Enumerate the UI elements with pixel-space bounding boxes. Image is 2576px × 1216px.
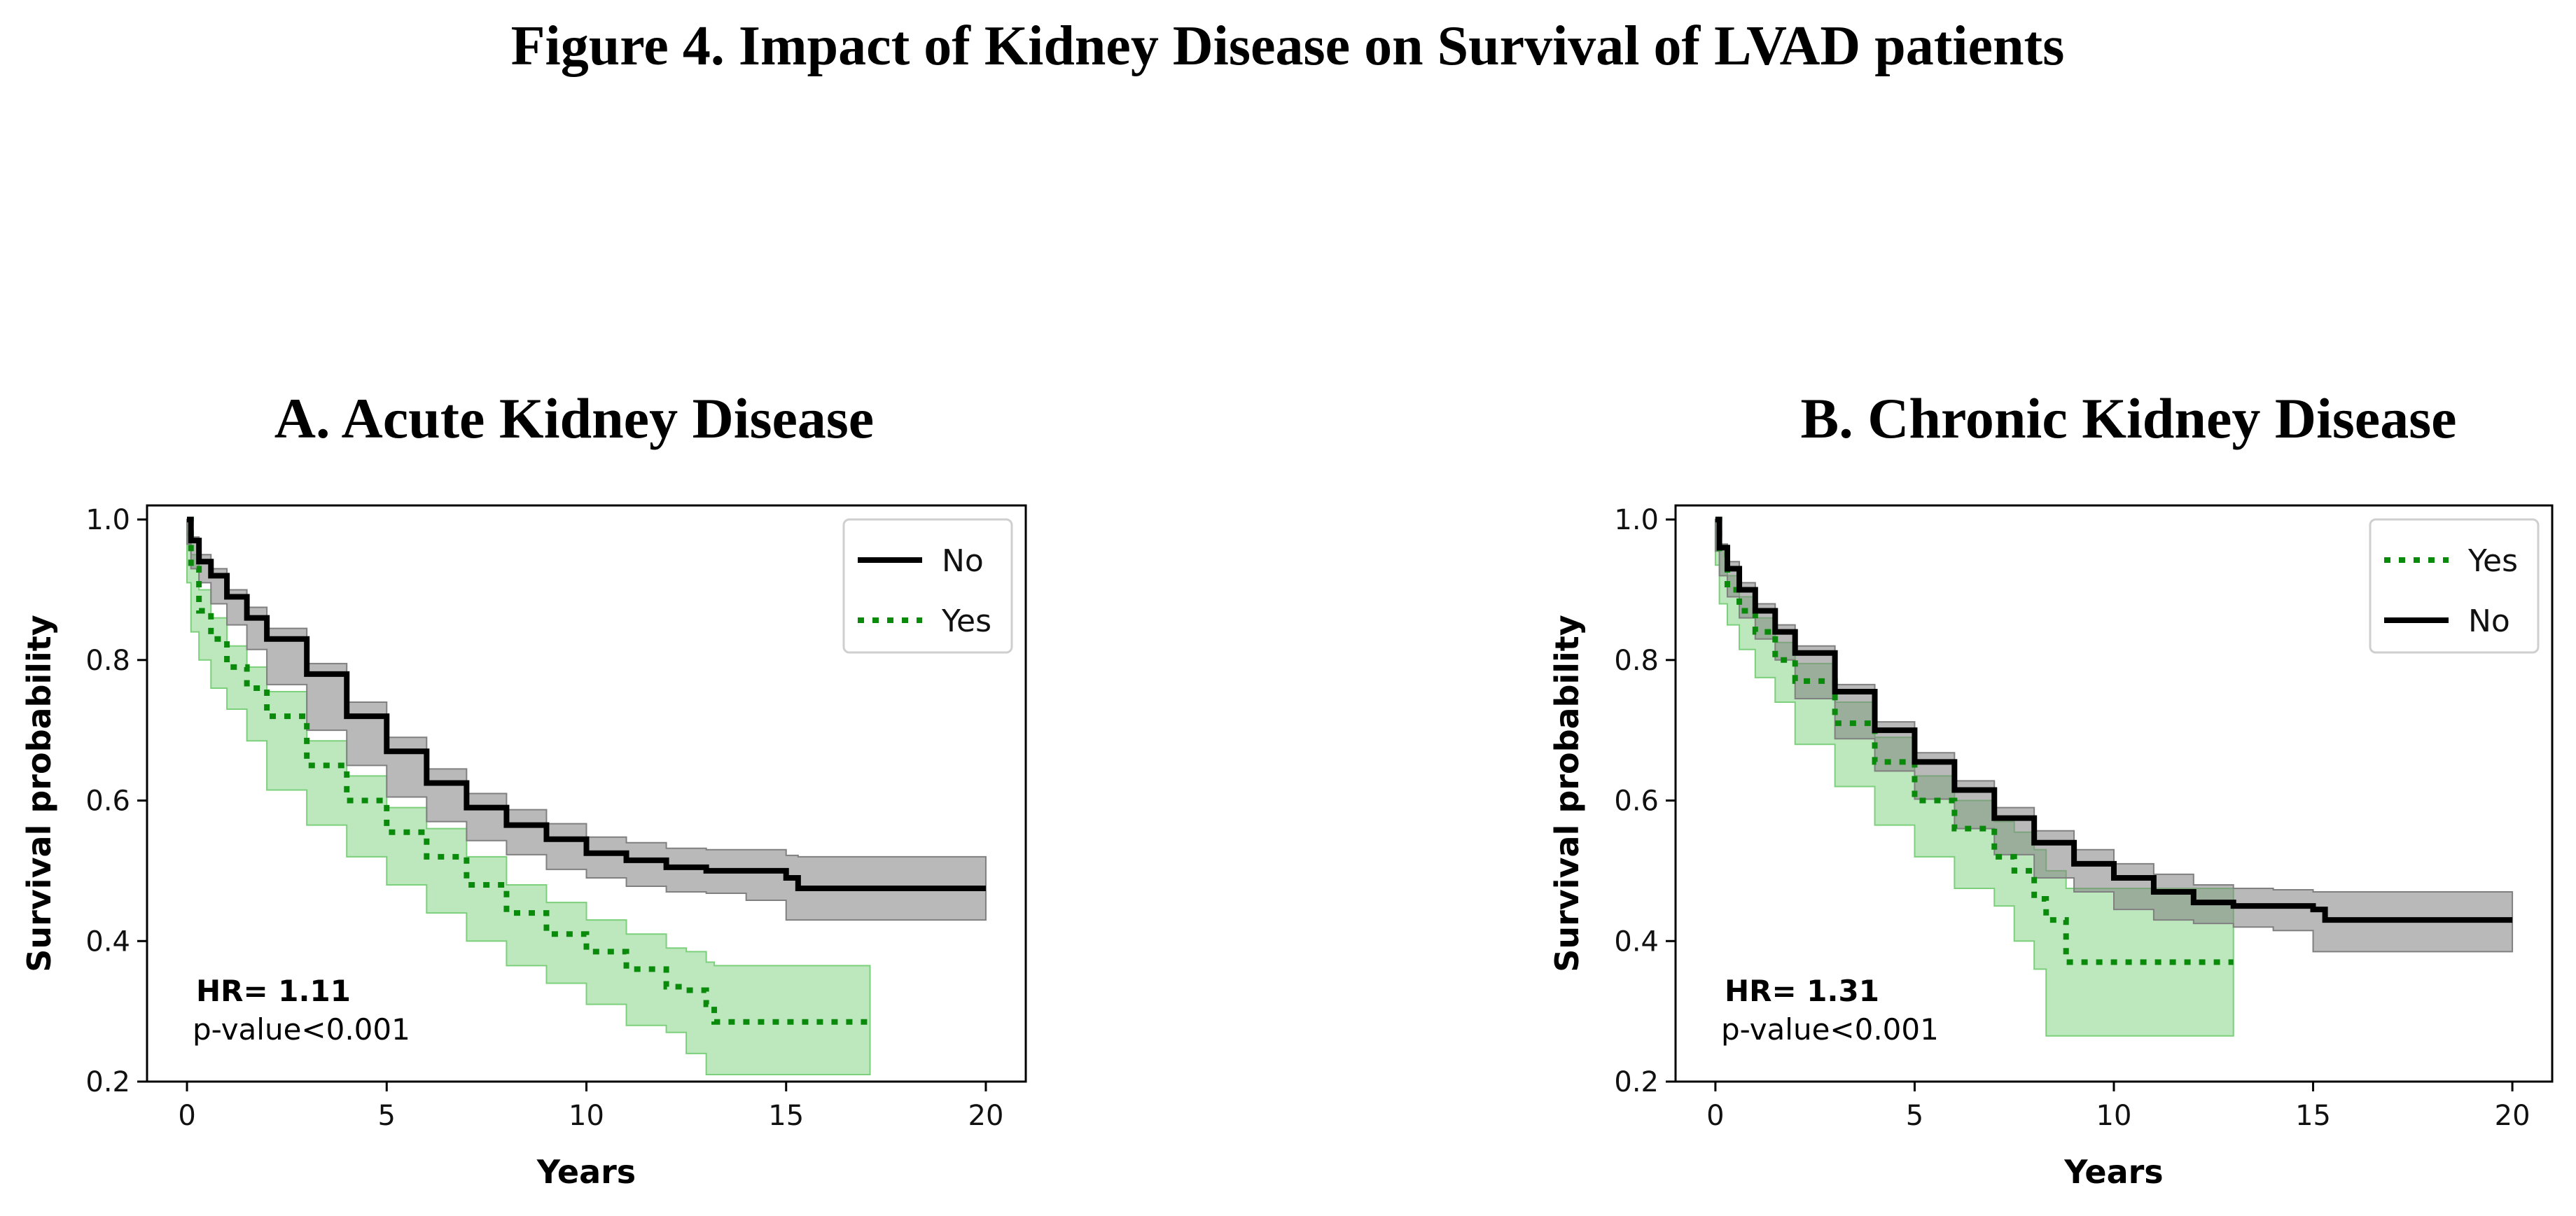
hazard-ratio-label: HR= 1.31 (1725, 974, 1879, 1008)
survival-line-yes (187, 517, 870, 1025)
y-tick-label: 0.4 (1614, 925, 1659, 958)
p-value-label: p-value<0.001 (1721, 1012, 1939, 1047)
y-axis-label: Survival probability (1548, 615, 1586, 972)
x-tick-label: 20 (2495, 1100, 2530, 1132)
ci-band-yes (1714, 519, 2234, 1037)
survival-line-no (187, 517, 986, 891)
survival-line-no (1715, 517, 2513, 923)
x-tick-label: 0 (178, 1100, 195, 1132)
legend-label-no: No (2468, 603, 2510, 639)
x-tick-label: 15 (2295, 1100, 2331, 1132)
figure-title: Figure 4. Impact of Kidney Disease on Su… (511, 15, 2065, 77)
x-axis-label: Years (2063, 1153, 2163, 1191)
legend: Yes No (2369, 518, 2540, 654)
legend-label-no: No (942, 543, 984, 579)
y-axis-label: Survival probability (20, 615, 58, 972)
x-tick-label: 10 (569, 1100, 604, 1132)
survival-line-yes (1715, 517, 2234, 965)
legend-box (842, 518, 1013, 654)
y-tick-label: 0.8 (1614, 645, 1659, 677)
y-tick-label: 0.2 (1614, 1066, 1659, 1098)
x-tick-label: 15 (768, 1100, 804, 1132)
panel-title: A. Acute Kidney Disease (274, 386, 874, 450)
y-tick-label: 1.0 (85, 504, 130, 536)
y-tick-label: 0.6 (1614, 785, 1659, 818)
legend-label-yes: Yes (941, 603, 991, 639)
x-tick-label: 5 (378, 1100, 396, 1132)
legend-label-yes: Yes (2467, 543, 2518, 579)
plot-area (186, 517, 987, 1075)
x-tick-label: 5 (1906, 1100, 1923, 1132)
y-tick-label: 1.0 (1614, 504, 1659, 536)
chart-panel-b: B. Chronic Kidney Disease 0 5 10 15 20 0.2 0.4 0… (1548, 386, 2554, 1191)
chart-panel-a: A. Acute Kidney Disease 0 5 10 15 20 0.2 0.4 0.6… (20, 386, 1027, 1191)
y-tick-label: 0.4 (85, 925, 130, 958)
x-tick-label: 10 (2096, 1100, 2132, 1132)
ci-band-yes (186, 519, 871, 1075)
legend-box (2369, 518, 2540, 654)
x-tick-label: 0 (1706, 1100, 1724, 1132)
hazard-ratio-label: HR= 1.11 (196, 974, 351, 1008)
y-tick-label: 0.2 (85, 1066, 130, 1098)
y-tick-label: 0.8 (85, 645, 130, 677)
p-value-label: p-value<0.001 (193, 1012, 410, 1047)
y-tick-label: 0.6 (85, 785, 130, 818)
legend: No Yes (842, 518, 1013, 654)
plot-area (1714, 517, 2514, 1037)
x-axis-label: Years (536, 1153, 636, 1191)
panel-title: B. Chronic Kidney Disease (1801, 386, 2457, 450)
x-tick-label: 20 (968, 1100, 1004, 1132)
